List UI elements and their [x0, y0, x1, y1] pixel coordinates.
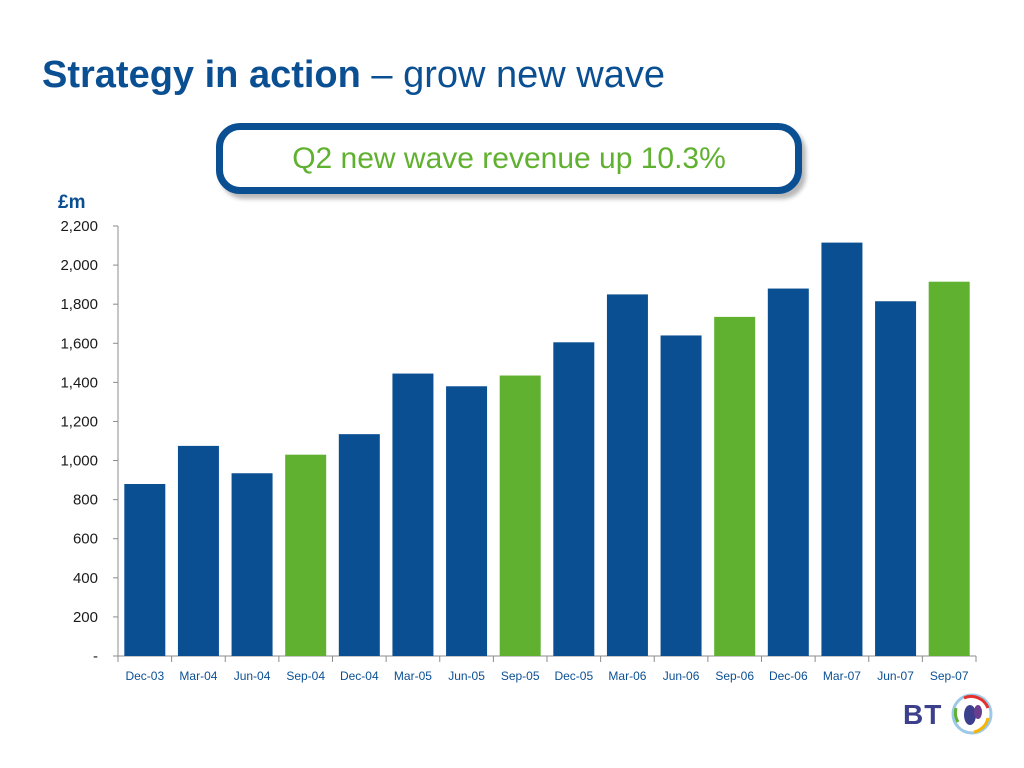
x-tick-label: Sep-06 — [715, 669, 754, 683]
slide-title-rest: – grow new wave — [360, 54, 665, 96]
bar — [660, 335, 702, 656]
bar — [767, 288, 809, 656]
slide-title-bold: Strategy in action — [42, 54, 361, 96]
bar — [553, 342, 595, 656]
x-tick-label: Mar-04 — [179, 669, 217, 683]
x-tick-label: Sep-05 — [501, 669, 540, 683]
x-tick-label: Jun-06 — [663, 669, 700, 683]
bar — [499, 375, 541, 656]
y-tick-label: 2,200 — [60, 218, 98, 235]
bar — [446, 386, 488, 656]
bar — [285, 454, 327, 656]
x-tick-label: Jun-05 — [448, 669, 485, 683]
y-tick-label: 200 — [73, 609, 98, 626]
slide-title: Strategy in action – grow new wave — [42, 52, 665, 98]
x-tick-label: Sep-07 — [930, 669, 969, 683]
callout-box: Q2 new wave revenue up 10.3% — [216, 123, 802, 194]
y-tick-label: 1,200 — [60, 413, 98, 430]
y-tick-label: 400 — [73, 570, 98, 587]
bar — [821, 242, 863, 656]
bar — [928, 281, 970, 656]
bt-logo: BT — [903, 692, 995, 738]
y-tick-label: 1,400 — [60, 374, 98, 391]
callout-text: Q2 new wave revenue up 10.3% — [292, 141, 726, 175]
x-tick-label: Mar-07 — [823, 669, 861, 683]
bar — [714, 316, 756, 656]
y-tick-label: 2,000 — [60, 257, 98, 274]
x-tick-label: Jun-07 — [877, 669, 914, 683]
x-tick-label: Dec-06 — [769, 669, 808, 683]
y-tick-label: 1,600 — [60, 335, 98, 352]
bar — [231, 473, 273, 656]
x-tick-label: Mar-05 — [394, 669, 432, 683]
bar — [338, 434, 380, 656]
y-tick-label: 1,800 — [60, 296, 98, 313]
y-tick-label: 800 — [73, 492, 98, 509]
y-axis-unit-label: £m — [58, 192, 86, 213]
bar — [124, 484, 166, 656]
bt-logo-text: BT — [903, 699, 943, 730]
x-tick-label: Dec-05 — [554, 669, 593, 683]
x-tick-label: Dec-04 — [340, 669, 379, 683]
x-tick-label: Sep-04 — [286, 669, 325, 683]
bar — [875, 301, 917, 656]
bar — [177, 445, 219, 656]
y-tick-label: 1,000 — [60, 453, 98, 470]
x-tick-label: Mar-06 — [608, 669, 646, 683]
y-tick-label: 600 — [73, 531, 98, 548]
x-tick-label: Jun-04 — [234, 669, 271, 683]
x-tick-label: Dec-03 — [125, 669, 164, 683]
bt-piper-icon — [951, 693, 993, 735]
y-tick-label: - — [93, 648, 98, 665]
bar — [606, 294, 648, 656]
bar — [392, 373, 434, 656]
